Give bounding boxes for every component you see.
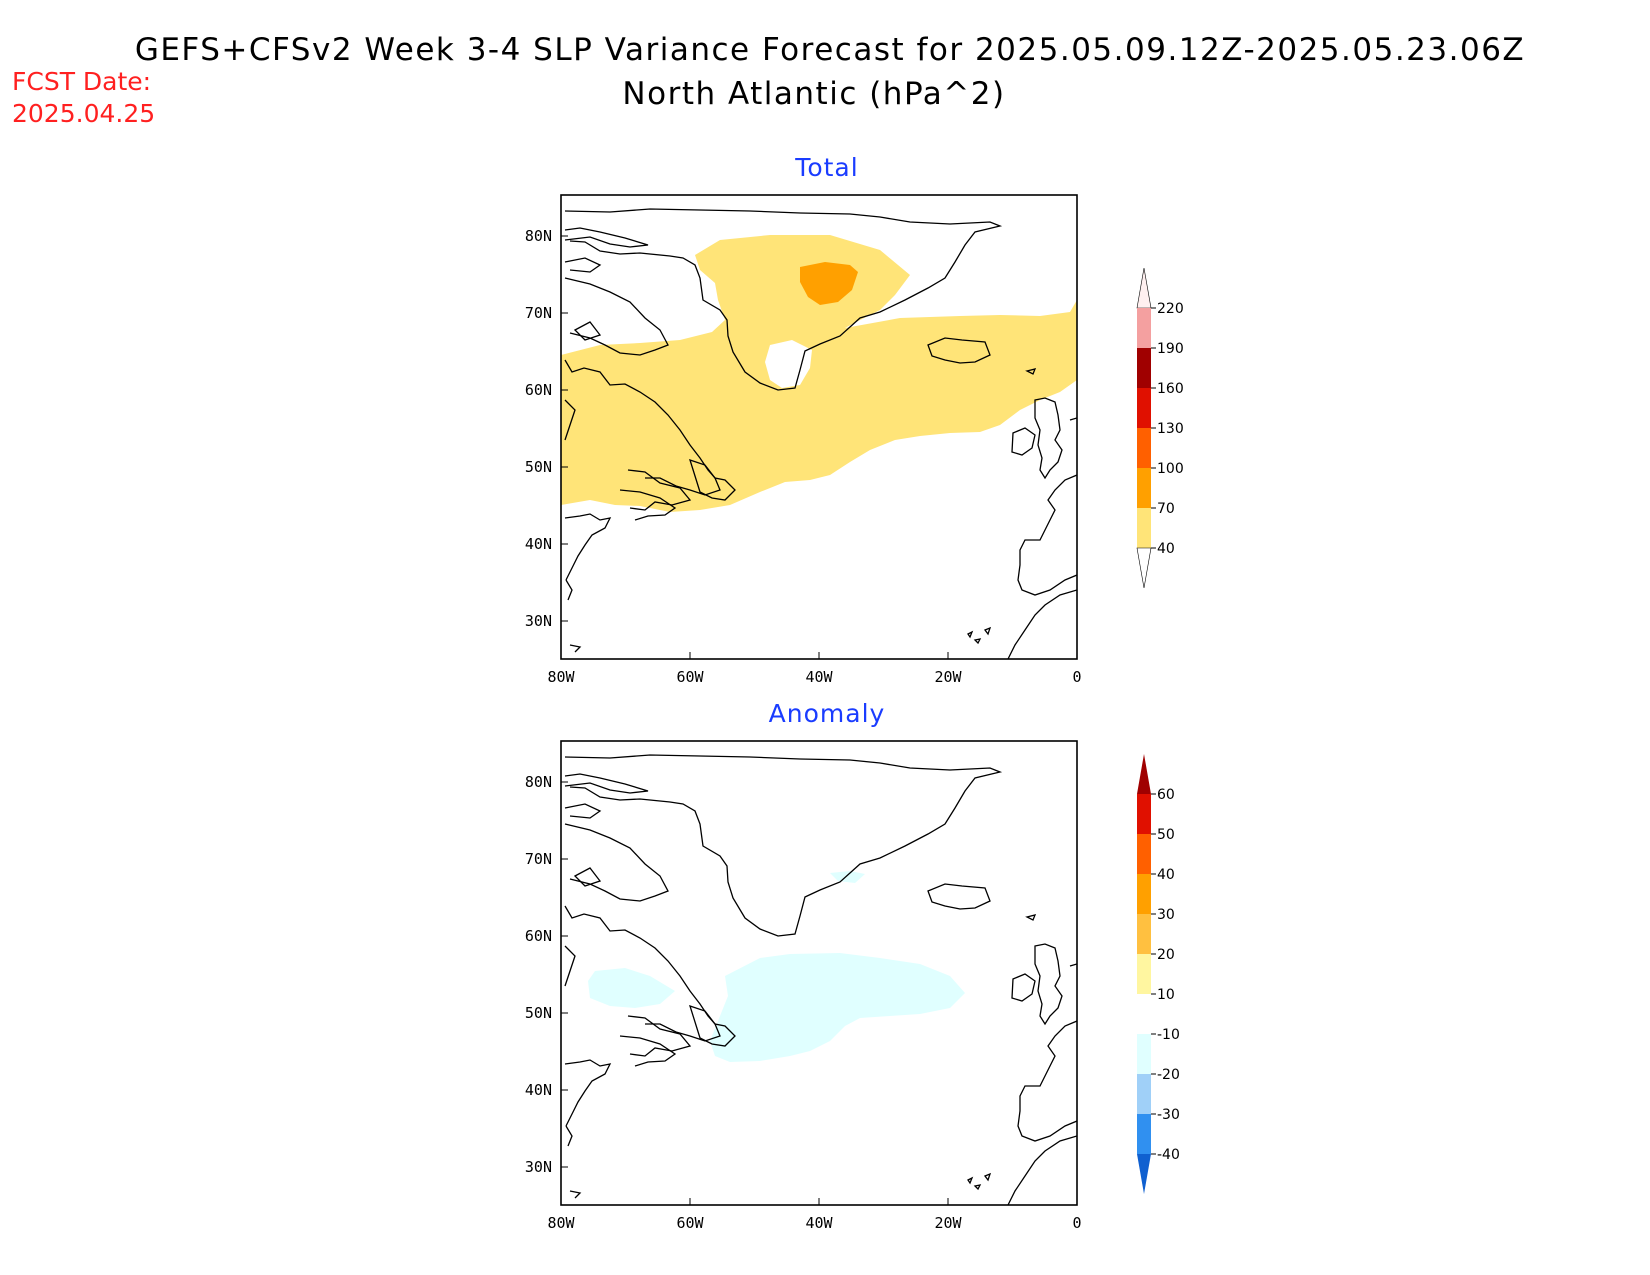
colorbar-total-label: 40 (1157, 541, 1175, 557)
lat-tick-label: 50N (525, 458, 552, 476)
colorbar-anomaly-box (1137, 914, 1151, 954)
main-subtitle: North Atlantic (hPa^2) (622, 76, 1005, 112)
lon-tick-label: 40W (805, 668, 833, 686)
colorbar-anomaly-label: -10 (1157, 1027, 1180, 1043)
colorbar-anomaly-label: 40 (1157, 867, 1175, 883)
lat-tick-label: 70N (525, 304, 552, 322)
colorbar-anomaly-label: 10 (1157, 987, 1175, 1003)
panel-total: Total 80N 70N 60N 50N 40N 30N (525, 153, 1184, 686)
colorbar-total-box (1137, 508, 1151, 548)
colorbar-total-box (1137, 308, 1151, 348)
colorbar-anomaly-label: -20 (1157, 1067, 1180, 1083)
colorbar-anomaly-label: 20 (1157, 947, 1175, 963)
shade-total-40-70 (561, 235, 1077, 512)
lon-tick-label: 20W (934, 668, 962, 686)
lat-axis-anomaly: 80N 70N 60N 50N 40N 30N (525, 773, 568, 1176)
colorbar-total-label: 190 (1157, 341, 1184, 357)
fcst-date-label: FCST Date: (12, 67, 151, 96)
lon-tick-label: 20W (934, 1214, 962, 1232)
colorbar-total-label: 220 (1157, 301, 1184, 317)
panel-anomaly: Anomaly 80N 70N 60N 50N 40N 30N (525, 699, 1180, 1232)
colorbar-total-label: 130 (1157, 421, 1184, 437)
colorbar-total-top-arrow (1136, 267, 1152, 309)
lat-tick-label: 60N (525, 381, 552, 399)
colorbar-anomaly-box (1137, 1114, 1151, 1154)
colorbar-total-label: 160 (1157, 381, 1184, 397)
lon-tick-label: 80W (547, 668, 575, 686)
lat-tick-label: 80N (525, 227, 552, 245)
lon-axis-anomaly: 80W 60W 40W 20W 0 (547, 1198, 1082, 1232)
colorbar-anomaly-label: -40 (1157, 1147, 1180, 1163)
colorbar-anomaly-box (1137, 954, 1151, 994)
colorbar-anomaly-box (1137, 1074, 1151, 1114)
colorbar-total: 220 190 160 130 100 70 40 (1136, 267, 1184, 589)
lon-tick-label: 0 (1072, 1214, 1081, 1232)
shade-anomaly-neg10-20 (710, 953, 965, 1062)
lon-tick-label: 60W (676, 668, 704, 686)
lon-tick-label: 40W (805, 1214, 833, 1232)
lat-tick-label: 80N (525, 773, 552, 791)
colorbar-anomaly-label: 50 (1157, 827, 1175, 843)
colorbar-total-box (1137, 388, 1151, 428)
lat-tick-label: 40N (525, 1081, 552, 1099)
fcst-date-value: 2025.04.25 (12, 99, 155, 128)
colorbar-anomaly-box (1137, 794, 1151, 834)
shade-anomaly-neg10-20-labrador (588, 968, 675, 1008)
lon-tick-label: 60W (676, 1214, 704, 1232)
colorbar-total-label: 100 (1157, 461, 1184, 477)
colorbar-anomaly-box (1137, 874, 1151, 914)
lon-tick-label: 0 (1072, 668, 1081, 686)
main-title: GEFS+CFSv2 Week 3-4 SLP Variance Forecas… (135, 32, 1525, 68)
lat-tick-label: 70N (525, 850, 552, 868)
shade-total-70-100 (800, 262, 858, 305)
lat-axis-total: 80N 70N 60N 50N 40N 30N (525, 227, 568, 630)
colorbar-anomaly-top-arrow (1137, 754, 1151, 794)
colorbar-anomaly: 60 50 40 30 20 10 -10 -20 -30 -40 (1137, 754, 1180, 1194)
colorbar-total-label: 70 (1157, 501, 1175, 517)
colorbar-total-bottom-arrow (1136, 547, 1152, 589)
colorbar-anomaly-box (1137, 994, 1151, 1034)
colorbar-anomaly-label: -30 (1157, 1107, 1180, 1123)
lon-axis-total: 80W 60W 40W 20W 0 (547, 652, 1082, 686)
lat-tick-label: 50N (525, 1004, 552, 1022)
lat-tick-label: 60N (525, 927, 552, 945)
colorbar-anomaly-label: 60 (1157, 787, 1175, 803)
colorbar-total-box (1137, 348, 1151, 388)
lat-tick-label: 40N (525, 535, 552, 553)
colorbar-total-box (1137, 428, 1151, 468)
shade-anomaly-neg10-20-denmark (830, 871, 865, 883)
colorbar-anomaly-box (1137, 1034, 1151, 1074)
lon-tick-label: 80W (547, 1214, 575, 1232)
colorbar-anomaly-label: 30 (1157, 907, 1175, 923)
lat-tick-label: 30N (525, 612, 552, 630)
panel-title-total: Total (794, 153, 858, 182)
panel-title-anomaly: Anomaly (769, 699, 886, 728)
colorbar-total-box (1137, 468, 1151, 508)
lat-tick-label: 30N (525, 1158, 552, 1176)
colorbar-anomaly-bottom-arrow (1137, 1154, 1151, 1194)
colorbar-anomaly-box (1137, 834, 1151, 874)
